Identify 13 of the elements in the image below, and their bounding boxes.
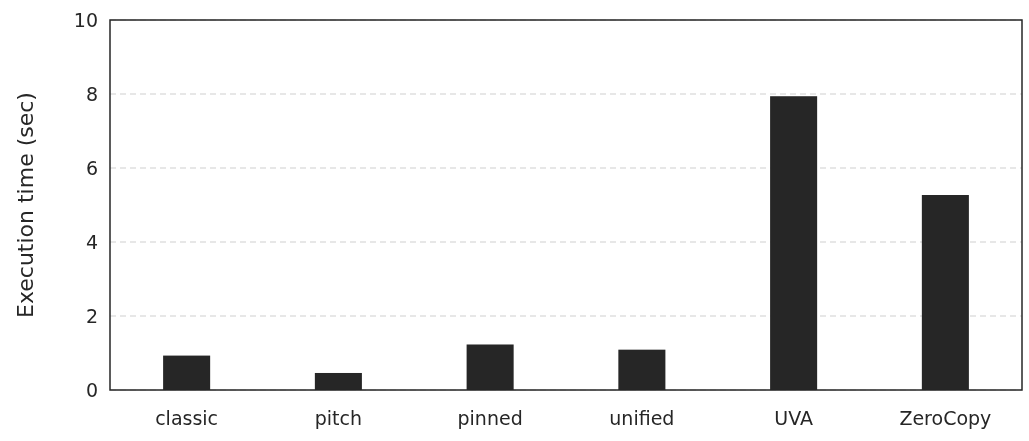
x-tick-label: unified (609, 407, 675, 429)
y-axis-title: Execution time (sec) (13, 92, 38, 318)
y-tick-label: 8 (85, 82, 98, 105)
x-tick-label: ZeroCopy (899, 407, 992, 429)
y-tick-label: 6 (85, 156, 98, 179)
x-tick-label: UVA (774, 407, 813, 429)
y-tick-label: 2 (85, 304, 98, 327)
x-tick-label: pitch (314, 407, 363, 429)
y-tick-label: 4 (85, 230, 98, 253)
x-tick-label: classic (155, 407, 219, 429)
y-tick-label: 0 (85, 378, 98, 401)
x-tick-label: pinned (457, 407, 523, 429)
y-tick-label: 10 (73, 8, 98, 31)
